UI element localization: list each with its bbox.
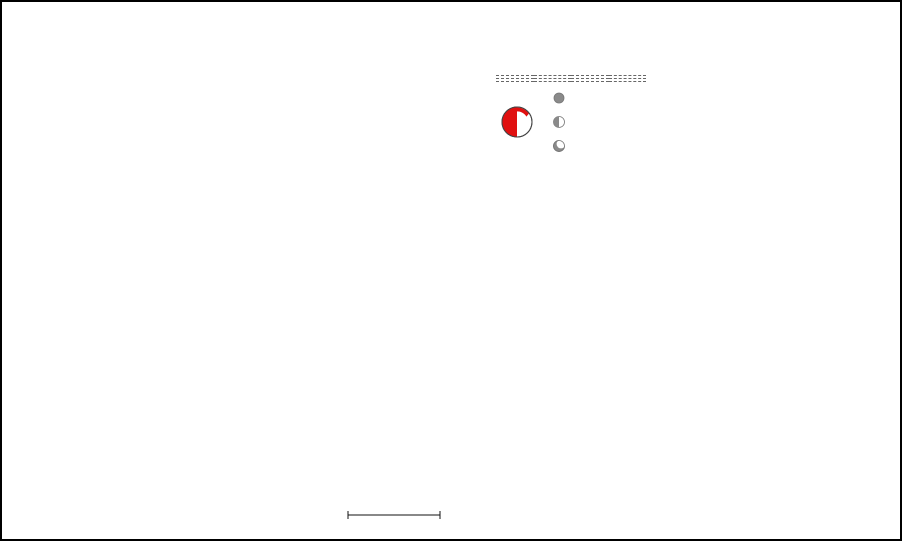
station-map-panel [642, 207, 902, 541]
focal-mechanism-beachball-icon [501, 106, 533, 138]
mechanism-row [496, 86, 652, 158]
table-row [496, 75, 646, 79]
clvd-ball-icon [553, 139, 566, 152]
units-legend [439, 501, 442, 514]
scale-bar-line [347, 511, 441, 519]
nodal-planes-table [496, 73, 646, 82]
decomposition-list [552, 86, 571, 158]
depth-line [496, 35, 652, 47]
decomp-dc-row [552, 110, 571, 134]
iso-ball-icon [553, 92, 565, 104]
misfit-reduction-panel [646, 4, 902, 216]
table-row [496, 78, 646, 82]
decomp-clvd-row [552, 134, 571, 158]
dc-ball-icon [553, 116, 565, 128]
time-scale-bar [346, 507, 442, 525]
taiwan-station-map [642, 207, 902, 541]
col-strike [533, 73, 571, 76]
best-fit-solution-panel [496, 14, 652, 158]
decomp-iso-row [552, 86, 571, 110]
col-rake [608, 73, 646, 76]
magnitude-line [496, 50, 652, 70]
location-line [496, 20, 652, 32]
misfit-reduction-chart [646, 4, 902, 216]
col-dip [571, 73, 609, 76]
